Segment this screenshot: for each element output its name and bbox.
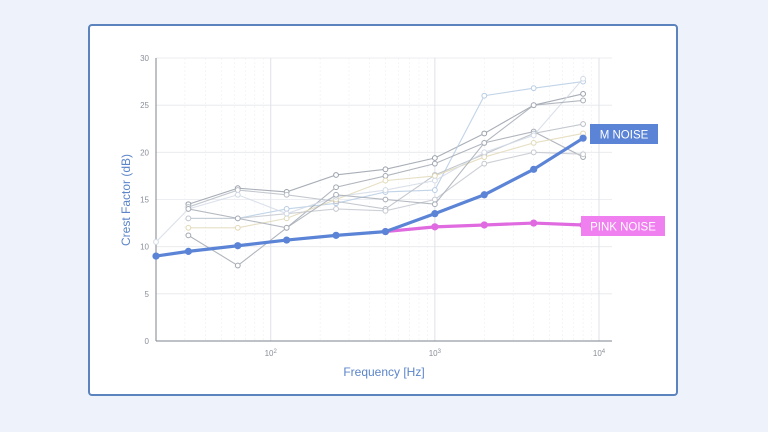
series-point xyxy=(480,221,488,229)
series-point xyxy=(381,227,390,236)
series-label: M NOISE xyxy=(600,130,649,142)
background-series-point xyxy=(382,177,389,184)
background-series-point xyxy=(234,224,241,231)
background-series-point xyxy=(382,207,389,214)
background-series-point xyxy=(431,187,438,193)
y-tick-label: 10 xyxy=(140,243,149,252)
background-series-point xyxy=(481,154,488,160)
background-series-point xyxy=(481,160,488,167)
background-series-point xyxy=(431,177,438,184)
background-series-point xyxy=(580,90,586,97)
x-tick-label: 102 xyxy=(265,349,278,358)
background-series-point xyxy=(481,140,488,146)
background-series-point xyxy=(283,210,290,217)
background-series-point xyxy=(580,75,586,82)
background-series-point xyxy=(234,191,241,198)
background-series-point xyxy=(283,224,290,231)
y-tick-label: 25 xyxy=(140,101,149,110)
background-series-point xyxy=(382,196,389,203)
background-series-point xyxy=(382,166,389,173)
series-point xyxy=(480,191,488,199)
background-series-point xyxy=(283,206,290,212)
background-series-point xyxy=(530,102,537,109)
background-series-point xyxy=(431,201,438,208)
series-point xyxy=(332,231,340,239)
series-point xyxy=(184,247,192,255)
background-series-point xyxy=(530,140,537,146)
background-series-point xyxy=(333,172,339,178)
background-series-point xyxy=(185,215,192,222)
background-series-point xyxy=(333,184,339,191)
series-point xyxy=(283,236,291,244)
background-series-point xyxy=(333,206,339,212)
background-series-point xyxy=(481,92,488,99)
background-series-point xyxy=(333,191,339,198)
background-series-point xyxy=(481,149,488,156)
series-point xyxy=(431,223,439,231)
series-point xyxy=(234,242,242,250)
background-series-point xyxy=(431,173,438,179)
background-series-point xyxy=(481,130,488,137)
series-label: PINK NOISE xyxy=(590,222,656,234)
y-tick-label: 5 xyxy=(145,290,150,299)
background-series-point xyxy=(530,149,537,156)
y-tick-label: 0 xyxy=(145,337,150,346)
background-series-point xyxy=(431,196,438,203)
background-series-point xyxy=(283,215,290,222)
y-tick-label: 30 xyxy=(140,54,149,63)
background-series-point xyxy=(530,132,537,139)
background-series-point xyxy=(234,187,241,193)
series-label-bg xyxy=(581,216,665,236)
background-series-point xyxy=(580,151,586,158)
y-axis-title: Crest Factor (dB) xyxy=(119,154,133,246)
background-series-point xyxy=(530,85,537,92)
series-point xyxy=(152,252,160,260)
series-label-bg xyxy=(590,124,658,144)
series-point xyxy=(579,134,587,142)
y-tick-label: 20 xyxy=(140,148,149,157)
background-series-point xyxy=(234,262,241,269)
background-series-point xyxy=(580,121,586,127)
background-series-point xyxy=(185,232,192,239)
background-series-point xyxy=(431,155,438,161)
y-tick-label: 15 xyxy=(140,196,149,205)
background-series-line xyxy=(155,78,584,243)
x-tick-label: 103 xyxy=(429,349,442,358)
x-tick-label: 104 xyxy=(593,349,606,358)
series-point xyxy=(431,210,439,218)
background-series-point xyxy=(382,173,389,179)
x-axis-title: Frequency [Hz] xyxy=(343,365,424,379)
background-series-point xyxy=(185,206,192,212)
background-series-point xyxy=(234,215,241,222)
background-series-point xyxy=(431,160,438,167)
background-series-point xyxy=(580,97,586,104)
background-series-point xyxy=(283,191,290,198)
background-series-point xyxy=(382,187,389,193)
series-point xyxy=(530,165,538,173)
background-series-point xyxy=(185,224,192,231)
background-series-point xyxy=(153,239,159,245)
series-point xyxy=(530,219,538,227)
series-line xyxy=(154,136,585,258)
